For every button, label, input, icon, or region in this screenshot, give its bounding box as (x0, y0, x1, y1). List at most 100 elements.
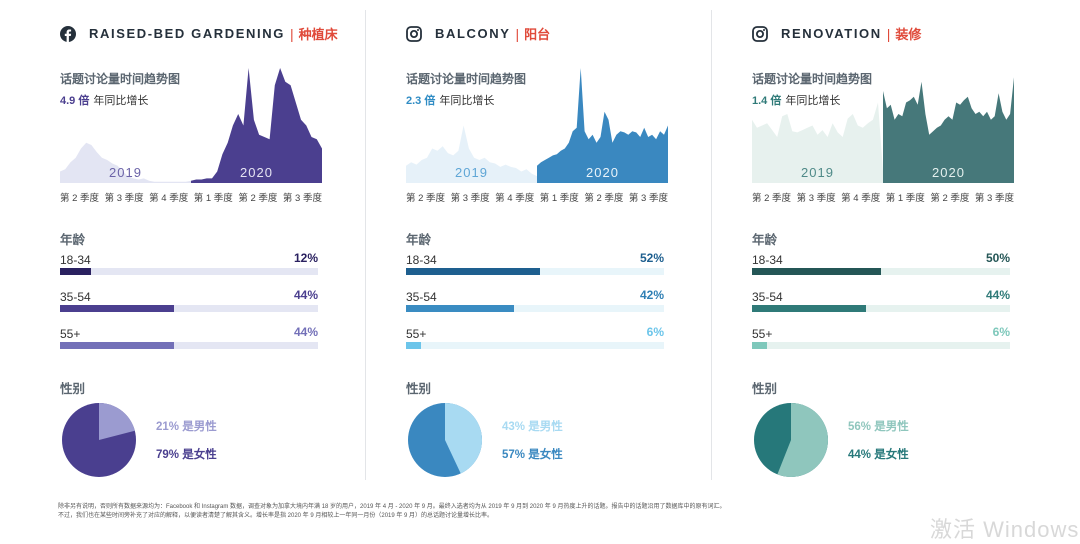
growth-multiplier: 1.4 倍 (752, 95, 782, 107)
trend-title: 话题讨论量时间趋势图 (406, 72, 527, 86)
yoy-growth: 2.3 倍年同比增长 (406, 92, 494, 108)
age-bar-track (60, 342, 318, 349)
age-bar-row: 35-54 42% (406, 288, 664, 312)
topic-panel: RAISED-BED GARDENING | 种植床 2019 2020 话题讨论量时间趋… (60, 0, 338, 490)
quarter-tick-label: 第 4 季度 (495, 193, 535, 204)
quarter-axis: 第 2 季度第 3 季度第 4 季度第 1 季度第 2 季度第 3 季度 (752, 190, 1014, 204)
panel-divider (365, 10, 366, 480)
gender-pie-chart (754, 403, 828, 477)
age-bar-track (752, 268, 1010, 275)
instagram-icon (752, 25, 768, 42)
age-bar-fill (60, 342, 174, 349)
topic-title-zh: 装修 (895, 27, 922, 42)
age-bar-track (406, 305, 664, 312)
age-bar-fill (406, 268, 541, 275)
year-label-2020: 2020 (586, 165, 619, 180)
yoy-growth: 1.4 倍年同比增长 (752, 92, 840, 108)
trend-area-chart: 2019 2020 (60, 68, 322, 183)
age-bar-fill (406, 305, 515, 312)
year-label-2019: 2019 (801, 165, 834, 180)
quarter-tick-label: 第 3 季度 (104, 193, 144, 204)
watermark: 激活 Windows (930, 517, 1080, 542)
trend-title: 话题讨论量时间趋势图 (752, 72, 873, 86)
age-bar-row: 55+ 44% (60, 325, 318, 349)
age-group-label: 55+ (406, 327, 427, 341)
age-group-label: 55+ (752, 327, 773, 341)
year-label-2019: 2019 (109, 165, 142, 180)
age-percent: 50% (985, 251, 1010, 265)
topic-title-en: BALCONY (435, 26, 511, 41)
age-bar-fill (752, 305, 866, 312)
male-share-label: 21% 是男性 (156, 421, 217, 433)
quarter-tick-label: 第 3 季度 (974, 193, 1014, 204)
area-series-2019 (752, 102, 883, 183)
age-bar-row: 18-34 50% (752, 251, 1010, 275)
facebook-icon (60, 25, 76, 42)
age-section-title: 年龄 (752, 233, 778, 247)
age-group-label: 35-54 (60, 290, 91, 304)
age-section-title: 年龄 (60, 233, 86, 247)
age-bar-row: 55+ 6% (406, 325, 664, 349)
age-group-label: 18-34 (752, 253, 783, 267)
panel-header: BALCONY | 阳台 (406, 24, 550, 43)
trend-title: 话题讨论量时间趋势图 (60, 72, 181, 86)
female-share-label: 79% 是女性 (156, 449, 217, 461)
gender-section-title: 性别 (752, 382, 778, 396)
age-bar-track (60, 268, 318, 275)
area-series-2019 (406, 125, 537, 183)
yoy-growth: 4.9 倍年同比增长 (60, 92, 148, 108)
gender-section-title: 性别 (406, 382, 432, 396)
age-group-label: 18-34 (60, 253, 91, 267)
quarter-tick-label: 第 1 季度 (193, 193, 233, 204)
pie-slice-male (445, 403, 482, 474)
age-bar-track (406, 268, 664, 275)
age-bar-row: 18-34 52% (406, 251, 664, 275)
panel-divider (711, 10, 712, 480)
quarter-axis: 第 2 季度第 3 季度第 4 季度第 1 季度第 2 季度第 3 季度 (406, 190, 668, 204)
area-series-2020 (537, 68, 668, 183)
topic-panel: RENOVATION | 装修 2019 2020 话题讨论量时间趋势图 1.4 倍年同比增… (752, 0, 1014, 490)
quarter-tick-label: 第 2 季度 (584, 193, 624, 204)
male-share-label: 56% 是男性 (848, 421, 909, 433)
quarter-tick-label: 第 2 季度 (752, 193, 792, 204)
age-bar-fill (752, 342, 768, 349)
age-percent: 52% (639, 251, 664, 265)
area-series-2020 (191, 68, 322, 183)
panel-header: RAISED-BED GARDENING | 种植床 (60, 24, 338, 43)
growth-caption: 年同比增长 (439, 95, 495, 107)
age-group-label: 35-54 (406, 290, 437, 304)
quarter-tick-label: 第 3 季度 (450, 193, 490, 204)
quarter-tick-label: 第 1 季度 (885, 193, 925, 204)
panel-header: RENOVATION | 装修 (752, 24, 921, 43)
quarter-tick-label: 第 2 季度 (60, 193, 100, 204)
year-label-2019: 2019 (455, 165, 488, 180)
trend-area-chart: 2019 2020 (406, 68, 668, 183)
trend-area-chart: 2019 2020 (752, 77, 1014, 183)
age-bar-row: 18-34 12% (60, 251, 318, 275)
topic-title-en: RAISED-BED GARDENING (89, 26, 285, 41)
area-series-2020 (883, 77, 1014, 183)
growth-caption: 年同比增长 (785, 95, 841, 107)
quarter-tick-label: 第 2 季度 (238, 193, 278, 204)
instagram-icon (406, 25, 422, 42)
age-percent: 6% (992, 325, 1010, 339)
age-bar-track (406, 342, 664, 349)
age-percent: 6% (646, 325, 664, 339)
area-series-2019 (60, 142, 191, 183)
topic-title-zh: 阳台 (524, 27, 551, 42)
quarter-tick-label: 第 4 季度 (149, 193, 189, 204)
age-section-title: 年龄 (406, 233, 432, 247)
gender-pie-chart (62, 403, 136, 477)
growth-multiplier: 2.3 倍 (406, 95, 436, 107)
age-bar-fill (60, 305, 174, 312)
pie-slice-male (777, 403, 828, 477)
growth-caption: 年同比增长 (93, 95, 149, 107)
age-group-label: 35-54 (752, 290, 783, 304)
age-group-label: 18-34 (406, 253, 437, 267)
female-share-label: 44% 是女性 (848, 449, 909, 461)
age-percent: 44% (985, 288, 1010, 302)
topic-title-zh: 种植床 (298, 27, 338, 42)
title-separator: | (886, 25, 891, 42)
pie-slice-male (99, 403, 135, 440)
age-percent: 42% (639, 288, 664, 302)
